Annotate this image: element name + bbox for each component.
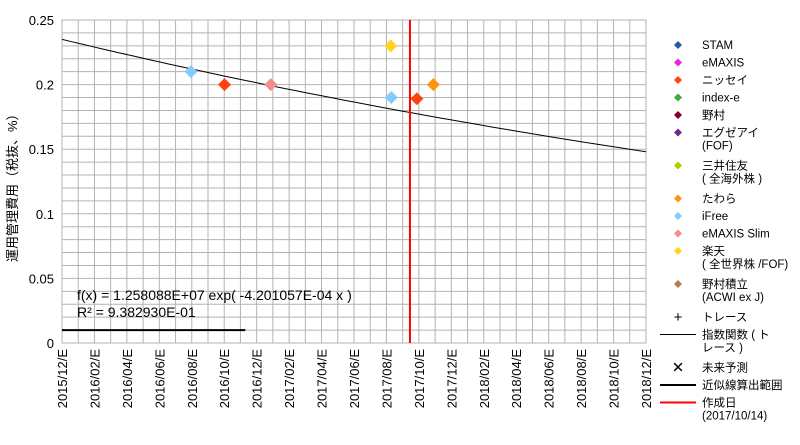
y-axis-ticks: 0 0.05 0.1 0.15 0.2 0.25 (29, 13, 54, 351)
x-tick-label: 2017/04/E (315, 349, 330, 409)
legend-marker (674, 41, 682, 49)
legend-label: 野村 (702, 108, 725, 122)
exponential-trendline (61, 38, 647, 153)
legend-marker (674, 247, 682, 255)
x-tick-label: 2017/02/E (282, 349, 297, 409)
x-tick-label: 2016/02/E (87, 349, 102, 409)
legend-marker (674, 128, 682, 137)
legend-marker (674, 111, 682, 119)
legend-marker (674, 161, 682, 170)
legend-marker (674, 229, 682, 238)
legend-label: 未来予測 (702, 361, 748, 375)
x-tick-label: 2018/04/E (509, 349, 524, 409)
x-tick-label: 2018/02/E (477, 349, 492, 409)
legend-marker (674, 194, 682, 203)
x-tick-label: 2016/08/E (185, 349, 200, 409)
legend-label: STAM (702, 40, 733, 52)
y-tick-label: 0.15 (29, 142, 54, 157)
data-point-eMAXIS Slim (264, 78, 278, 92)
legend-marker (674, 93, 682, 102)
data-point-楽天 (384, 39, 398, 53)
legend-label: index-e (702, 93, 740, 105)
legend-label: エグゼアイ(FOF) (702, 126, 759, 153)
grid (61, 19, 647, 344)
legend-marker (674, 212, 682, 220)
data-point-iFree (384, 91, 398, 105)
y-tick-label: 0.25 (29, 13, 54, 28)
x-tick-label: 2015/12/E (55, 349, 70, 409)
x-tick-label: 2017/06/E (347, 349, 362, 409)
legend-marker (674, 76, 682, 84)
legend-marker (674, 58, 682, 67)
x-tick-label: 2017/12/E (444, 349, 459, 409)
x-tick-label: 2016/12/E (250, 349, 265, 409)
legend-label: 野村積立(ACWI ex J) (702, 277, 764, 304)
legend-label: 作成日(2017/10/14) (702, 397, 767, 423)
legend-marker: + (674, 309, 683, 326)
legend-label: 楽天( 全世界株 /FOF) (702, 245, 788, 271)
x-tick-label: 2018/10/E (607, 349, 622, 409)
legend-label: 三井住友( 全海外株 ) (702, 159, 762, 186)
legend-label: トレース (702, 312, 747, 324)
x-tick-label: 2016/06/E (152, 349, 167, 409)
y-tick-label: 0 (47, 336, 54, 351)
data-point-ニッセイ (218, 78, 232, 92)
legend-marker: ✕ (672, 360, 685, 377)
x-tick-label: 2016/04/E (120, 349, 135, 409)
x-tick-label: 2018/08/E (574, 349, 589, 409)
plot-frame (61, 19, 647, 344)
legend-label: 近似線算出範囲 (702, 378, 783, 392)
trendline-equation: f(x) = 1.258088E+07 exp( -4.201057E-04 x… (77, 287, 352, 303)
legend-label: たわら (702, 193, 737, 206)
legend-marker (674, 280, 682, 288)
x-axis-ticks: 2015/12/E 2016/02/E 2016/04/E 2016/06/E 2016… (55, 349, 654, 409)
x-tick-label: 2018/12/E (639, 349, 654, 409)
legend-label: eMAXIS Slim (702, 229, 770, 241)
x-tick-label: 2017/10/E (412, 349, 427, 409)
legend-label: iFree (702, 211, 728, 223)
legend-label: 指数関数 ( トレース ) (702, 328, 770, 355)
data-point-たわら (426, 78, 440, 92)
y-tick-label: 0.1 (36, 207, 54, 222)
x-tick-label: 2016/10/E (217, 349, 232, 409)
data-points (184, 39, 440, 106)
trendline-r-squared: R² = 9.382930E-01 (77, 304, 196, 320)
data-point-ニッセイ (410, 92, 424, 106)
x-tick-label: 2017/08/E (379, 349, 394, 409)
lines (61, 20, 647, 343)
y-axis-title: 運用管理費用（税抜、%） (5, 107, 20, 262)
y-tick-label: 0.05 (29, 271, 54, 286)
y-tick-label: 0.2 (36, 78, 54, 93)
data-point-iFree (184, 65, 198, 79)
legend-label: eMAXIS (702, 58, 745, 70)
legend-label: ニッセイ (702, 74, 748, 87)
x-tick-label: 2018/06/E (542, 349, 557, 409)
